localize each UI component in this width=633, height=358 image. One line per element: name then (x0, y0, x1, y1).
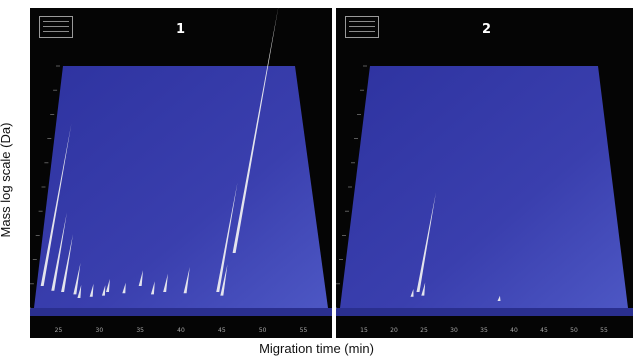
chart-title: 2 (482, 22, 492, 37)
y-axis-label: Mass log scale (Da) (0, 122, 13, 238)
chart-title: 1 (176, 22, 186, 37)
x-axis-label: Migration time (min) (259, 341, 374, 356)
surface-floor (30, 308, 332, 316)
x-tick-label: 20 (390, 327, 398, 334)
x-tick-label: 55 (600, 327, 608, 334)
x-tick-label: 35 (136, 327, 144, 334)
x-tick-label: 35 (480, 327, 488, 334)
x-tick-label: 45 (540, 327, 548, 334)
peak (73, 262, 81, 295)
x-tick-label: 55 (299, 327, 308, 334)
peak (410, 288, 414, 297)
chart-panel-2: 2 15 20 25 30 35 40 45 50 55 (336, 8, 633, 338)
peak (150, 281, 155, 295)
peak (40, 123, 72, 286)
x-tick-label: 15 (360, 327, 368, 334)
peak (232, 8, 279, 253)
chart-panel-1: 1 25 30 35 40 45 50 55 (30, 8, 332, 338)
peak (183, 267, 190, 294)
legend-box (39, 16, 73, 38)
peak (122, 282, 126, 294)
surface-plot-2 (336, 65, 633, 316)
surface-floor (336, 308, 633, 316)
peak (51, 212, 67, 291)
peak (138, 270, 143, 286)
peak (216, 181, 238, 292)
peak (101, 285, 106, 296)
x-tick-label: 50 (570, 327, 578, 334)
surface-plot-1 (30, 8, 332, 316)
x-tick-label: 30 (450, 327, 458, 334)
x-tick-label: 30 (95, 327, 104, 334)
x-tick-label: 40 (177, 327, 185, 334)
peak (163, 273, 168, 292)
peak (77, 284, 82, 298)
peak (497, 295, 501, 301)
peak (89, 283, 94, 297)
x-tick-label: 45 (218, 327, 226, 334)
peak (220, 264, 228, 296)
x-tick-label: 25 (54, 327, 63, 334)
peak (421, 282, 426, 296)
peak (106, 278, 110, 292)
x-tick-label: 40 (510, 327, 518, 334)
x-tick-label: 50 (258, 327, 267, 334)
x-tick-label: 25 (420, 327, 428, 334)
surface-plane (340, 66, 628, 308)
surface-plane (34, 66, 328, 308)
legend-box (345, 16, 379, 38)
